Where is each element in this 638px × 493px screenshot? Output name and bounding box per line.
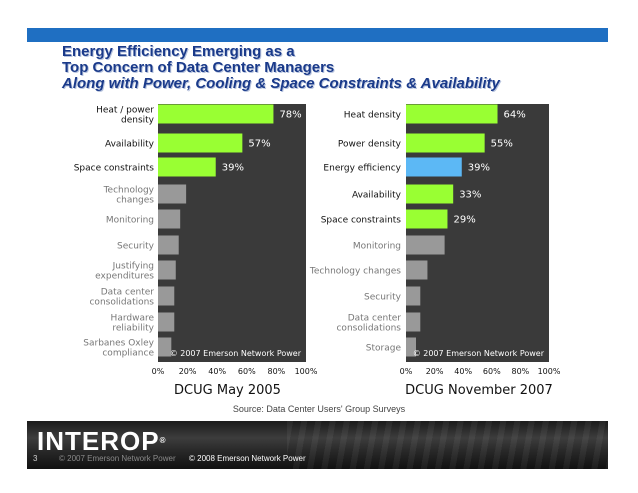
footer-decoration <box>287 421 608 469</box>
category-label: Technology <box>103 186 155 196</box>
source-note: Source: Data Center Users' Group Surveys <box>232 404 406 414</box>
category-label: Space constraints <box>74 164 155 174</box>
category-label: Security <box>117 242 155 252</box>
tick-label: 40% <box>208 367 226 376</box>
chart-dcug-may-2005: Heat / power density 78% Availability 57% Spa… <box>0 104 638 394</box>
data-label: 39% <box>222 163 244 174</box>
category-label: Energy efficiency <box>323 164 401 174</box>
category-label: changes <box>116 196 154 206</box>
tick-label: 0% <box>152 367 165 376</box>
bar <box>158 337 172 357</box>
bar <box>406 133 485 153</box>
category-label: consolidations <box>336 324 401 334</box>
category-label: Heat / power <box>96 106 154 116</box>
category-label: Data center <box>348 314 402 324</box>
category-label: expenditures <box>95 272 154 282</box>
bar <box>406 157 462 177</box>
category-label: consolidations <box>89 298 154 308</box>
category-label: reliability <box>112 324 154 334</box>
category-label: Monitoring <box>106 216 154 226</box>
category-label: compliance <box>102 349 154 359</box>
logo-registered-mark: ® <box>159 436 167 445</box>
tick-label: 40% <box>454 367 472 376</box>
page-number: 3 <box>33 454 38 463</box>
data-label: 78% <box>279 110 301 121</box>
bar <box>158 235 179 255</box>
title-accent-bar <box>27 28 608 42</box>
tick-label: 60% <box>238 367 256 376</box>
bar <box>406 235 445 255</box>
category-label: Monitoring <box>353 242 401 252</box>
data-label: 57% <box>248 139 270 150</box>
tick-label: 100% <box>295 367 318 376</box>
bar <box>406 104 498 124</box>
category-label: Sarbanes Oxley <box>83 339 154 349</box>
category-label: Technology changes <box>309 267 401 277</box>
title-line-1: Energy Efficiency Emerging as a <box>62 43 295 60</box>
category-label: Security <box>364 293 402 303</box>
tick-label: 20% <box>426 367 444 376</box>
bar <box>158 184 187 204</box>
chart-watermark: © 2007 Emerson Network Power <box>413 349 545 358</box>
category-label: Availability <box>352 191 402 201</box>
bar <box>158 157 216 177</box>
tick-label: 100% <box>538 367 561 376</box>
bar <box>158 260 176 280</box>
tick-label: 80% <box>512 367 530 376</box>
data-label: 55% <box>491 139 513 150</box>
footer-copyright: © 2008 Emerson Network Power <box>189 454 306 463</box>
bar <box>158 104 274 124</box>
data-label: 29% <box>453 215 475 226</box>
category-label: Data center <box>101 288 155 298</box>
footer-copyright-faded: © 2007 Emerson Network Power <box>59 454 176 463</box>
title-line-2: Top Concern of Data Center Managers <box>62 59 335 76</box>
category-label: Heat density <box>344 111 402 121</box>
chart-dcug-nov-2007: Heat density 64% Power density 55% Energy ef… <box>0 104 638 394</box>
interop-logo: INTEROP® <box>37 427 166 455</box>
tick-label: 60% <box>483 367 501 376</box>
chart-svg-1: Heat density 64% Power density 55% Energy ef… <box>309 104 561 376</box>
bar <box>406 209 448 229</box>
bar <box>158 133 243 153</box>
chart-caption-right: DCUG November 2007 <box>405 383 553 398</box>
footer-bar: INTEROP® 3 © 2007 Emerson Network Power … <box>27 421 608 469</box>
bar <box>158 209 181 229</box>
logo-text: INTEROP <box>37 426 160 456</box>
bar <box>158 312 175 332</box>
data-label: 64% <box>504 110 526 121</box>
category-label: Space constraints <box>321 216 402 226</box>
tick-label: 20% <box>179 367 197 376</box>
bar <box>406 286 421 306</box>
slide-title: Energy Efficiency Emerging as a Top Conc… <box>62 44 622 92</box>
bar <box>406 184 454 204</box>
bar <box>158 286 175 306</box>
category-label: Storage <box>366 344 402 354</box>
category-label: Power density <box>338 140 402 150</box>
chart-caption-left: DCUG May 2005 <box>174 383 281 398</box>
category-label: Justifying <box>112 262 154 272</box>
data-label: 39% <box>468 163 490 174</box>
title-line-3: Along with Power, Cooling & Space Constr… <box>62 75 500 92</box>
tick-label: 80% <box>268 367 286 376</box>
tick-label: 0% <box>400 367 413 376</box>
bar <box>406 260 428 280</box>
category-label: Hardware <box>111 314 155 324</box>
category-label: density <box>121 116 155 126</box>
bar <box>406 337 417 357</box>
data-label: 33% <box>459 190 481 201</box>
chart-watermark: © 2007 Emerson Network Power <box>170 349 302 358</box>
category-label: Availability <box>105 140 155 150</box>
bar <box>406 312 421 332</box>
